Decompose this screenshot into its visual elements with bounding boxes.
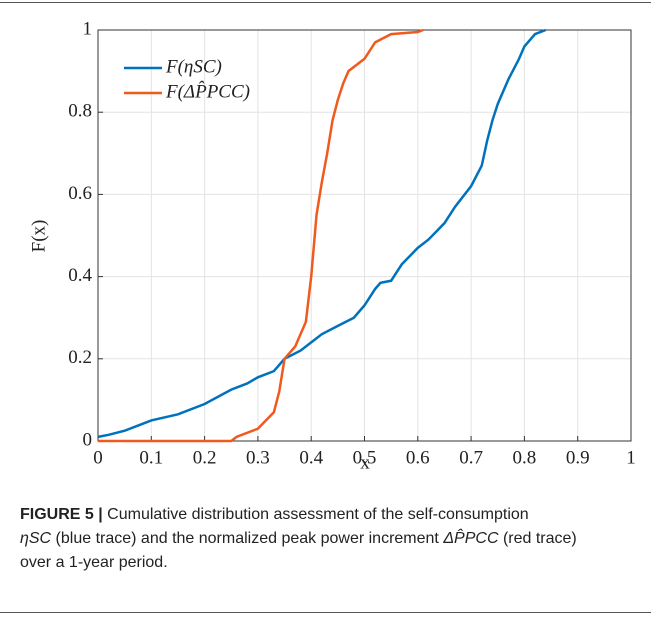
y-tick-label: 0.2 [68, 347, 92, 368]
caption-symbol: ηSC [20, 530, 52, 547]
x-tick-label: 1 [626, 447, 636, 468]
y-tick-label: 0.4 [68, 265, 92, 286]
caption-label: FIGURE 5 | [20, 506, 103, 523]
caption-text: (red trace) [498, 530, 577, 547]
bottom-rule [0, 612, 651, 613]
x-axis-label: x [360, 452, 370, 473]
caption: FIGURE 5 | Cumulative distribution asses… [20, 503, 640, 575]
legend-label: F(ηSC) [165, 56, 222, 77]
y-tick-label: 0 [83, 429, 93, 450]
y-tick-label: 0.6 [68, 183, 92, 204]
x-tick-label: 0.8 [513, 447, 537, 468]
x-tick-label: 0.4 [299, 447, 323, 468]
legend-label: F(ΔP̂PCC) [165, 81, 250, 102]
chart: x F(x) 0 0.1 0.2 0.3 0.4 0.5 0.6 0.7 0.8 0.9 1 0 0.2… [28, 18, 636, 473]
x-tick-label: 0.3 [246, 447, 270, 468]
top-rule [0, 2, 651, 3]
x-tick-label: 0.9 [566, 447, 590, 468]
y-tick-label: 1 [83, 18, 93, 39]
axes-box [97, 29, 632, 442]
cdf-line [97, 28, 547, 439]
caption-text: Cumulative distribution assessment of th… [102, 506, 529, 523]
x-tick-label: 0.7 [459, 447, 483, 468]
x-tick-label: 0.2 [193, 447, 217, 468]
x-tick-label: 0.5 [353, 447, 377, 468]
caption-text: (blue trace) and the normalized peak pow… [51, 530, 444, 547]
x-tick-label: 0.1 [139, 447, 163, 468]
x-tick-label: 0 [93, 447, 103, 468]
caption-symbol: ΔP̂PCC [443, 530, 499, 547]
caption-text: over a 1-year period. [20, 554, 168, 571]
y-axis-label: F(x) [28, 220, 49, 253]
x-tick-label: 0.6 [406, 447, 430, 468]
cdf-line [98, 28, 424, 443]
y-tick-label: 0.8 [68, 101, 92, 122]
